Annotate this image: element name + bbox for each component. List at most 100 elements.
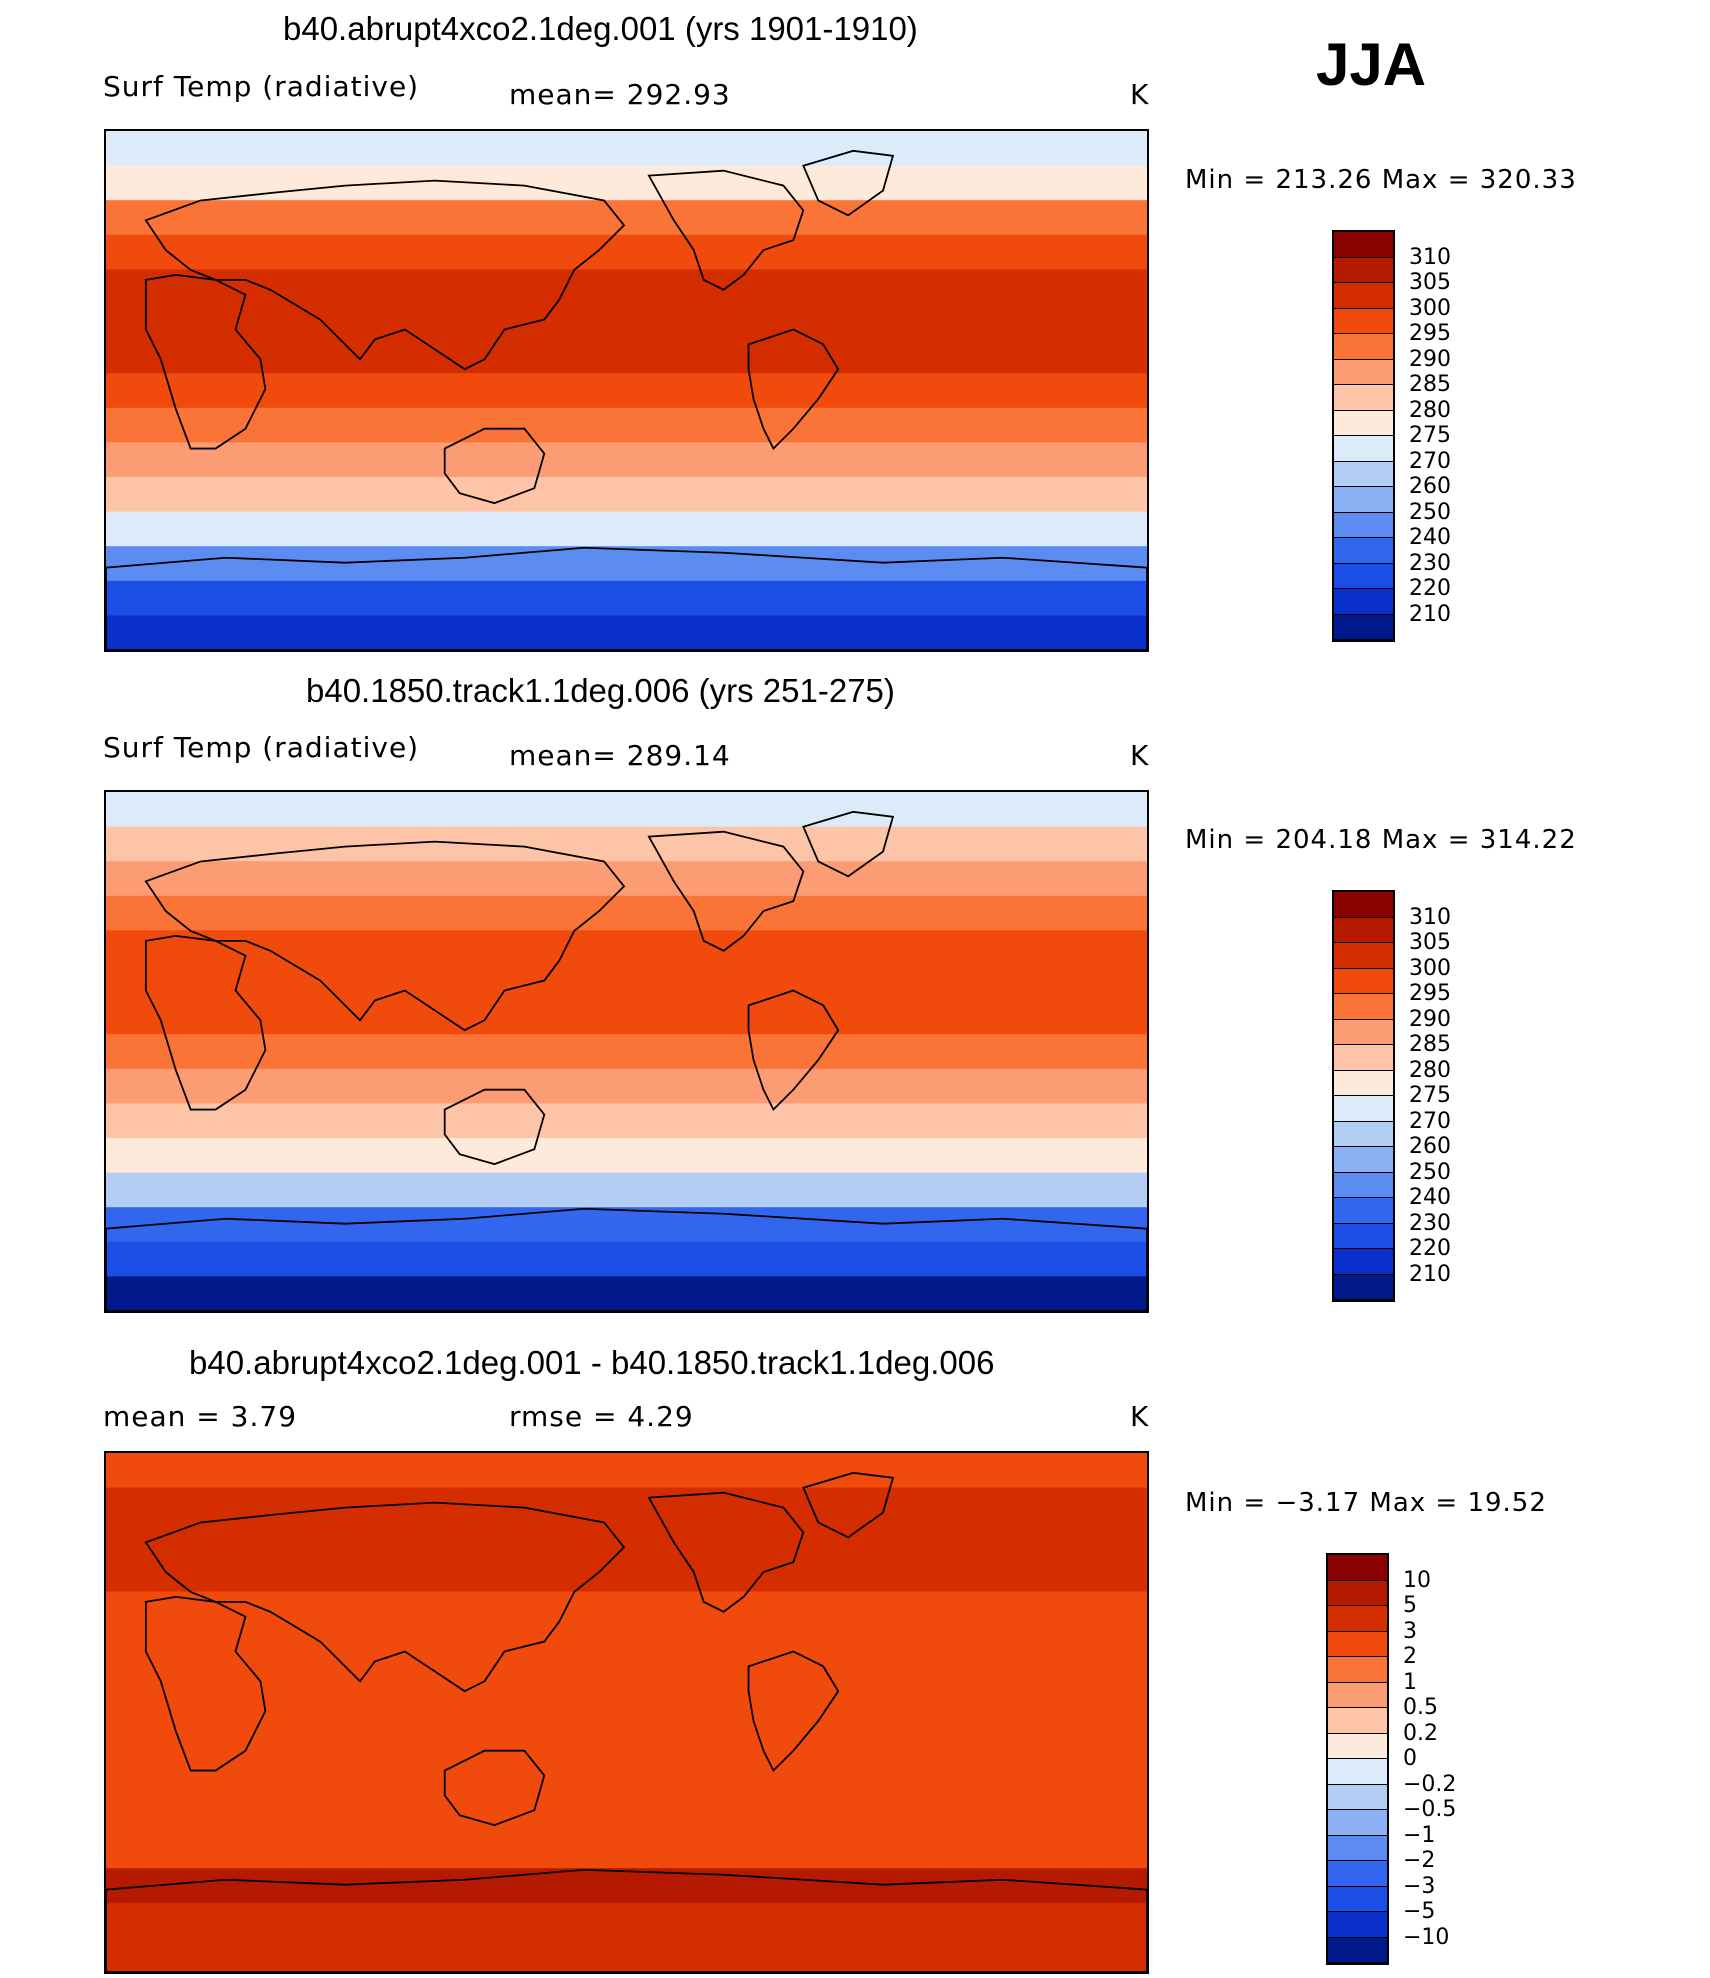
colorbar-box (1334, 1121, 1393, 1147)
colorbar-box (1328, 1580, 1387, 1606)
map-band (106, 1172, 1147, 1209)
colorbar-tick-label: 5 (1403, 1593, 1417, 1618)
colorbar-tick-label: 310 (1409, 244, 1451, 270)
colorbar-box (1334, 283, 1393, 309)
map-band (106, 1068, 1147, 1105)
colorbar-box (1334, 589, 1393, 615)
map-band (106, 477, 1147, 513)
colorbar-box (1334, 968, 1393, 994)
colorbar-tick-label: 260 (1409, 1134, 1451, 1159)
colorbar-tick-label: 275 (1409, 1083, 1451, 1108)
colorbar-box (1334, 1223, 1393, 1249)
map-band (106, 1833, 1147, 1870)
coastline (443, 1749, 546, 1827)
map-band (106, 895, 1147, 932)
map-band (106, 1764, 1147, 1800)
map-band (106, 1207, 1147, 1243)
colorbar-tick-label: 230 (1409, 1210, 1451, 1236)
map-band (106, 442, 1147, 478)
colorbar-tick-label: 250 (1409, 1159, 1451, 1185)
map-band (106, 269, 1147, 305)
panel-2-title: b40.1850.track1.1deg.006 (yrs 251-275) (306, 672, 895, 709)
colorbar-tick-label: −0.5 (1403, 1797, 1457, 1822)
colorbar-box (1334, 410, 1393, 436)
colorbar-box (1334, 892, 1393, 918)
colorbar-box (1334, 436, 1393, 462)
colorbar-box (1334, 512, 1393, 538)
map-band (106, 338, 1147, 375)
map-band (106, 1695, 1147, 1731)
colorbar-box (1334, 461, 1393, 487)
colorbar-tick-label: 220 (1409, 1236, 1451, 1261)
panel-1-mean-label: mean= 292.93 (509, 78, 731, 111)
map-band (106, 1034, 1147, 1070)
map-band (106, 1868, 1147, 1904)
coastline (647, 830, 805, 952)
colorbar-tick-label: 295 (1409, 321, 1451, 346)
panel-2-variable-label: Surf Temp (radiative) (103, 731, 420, 764)
map-band (106, 546, 1147, 582)
map-band (106, 861, 1147, 897)
coastline (106, 1207, 1147, 1311)
map-band (106, 511, 1147, 548)
colorbar-box (1334, 1147, 1393, 1173)
map-band (106, 930, 1147, 966)
colorbar-box (1334, 614, 1393, 640)
colorbar-tick-label: 0 (1403, 1746, 1417, 1771)
colorbar-box (1334, 538, 1393, 564)
coastline (106, 1868, 1147, 1972)
colorbar-box (1334, 943, 1393, 969)
coastline (647, 1491, 805, 1613)
colorbar-tick-label: 3 (1403, 1618, 1417, 1644)
colorbar-box (1334, 257, 1393, 283)
map-canvas (106, 792, 1147, 1311)
colorbar-tick-label: 305 (1409, 930, 1451, 955)
panel-3-rmse-label: rmse = 4.29 (509, 1400, 694, 1433)
map-band (106, 1902, 1147, 1939)
coastline (144, 934, 267, 1111)
panel-3-units-label: K (1130, 1400, 1150, 1433)
colorbar-tick-label: 310 (1409, 904, 1451, 930)
panel-3-mean-label: mean = 3.79 (103, 1400, 298, 1433)
coastline (443, 427, 546, 505)
panel-3-minmax: Min = −3.17 Max = 19.52 (1185, 1488, 1547, 1518)
colorbar-box (1334, 1249, 1393, 1275)
colorbar-box (1334, 385, 1393, 411)
map-band (106, 234, 1147, 271)
map-band (106, 1522, 1147, 1558)
colorbar-box (1328, 1759, 1387, 1785)
map-band (106, 165, 1147, 202)
colorbar-tick-label: 285 (1409, 1032, 1451, 1057)
colorbar-box (1328, 1631, 1387, 1657)
colorbar-box (1328, 1606, 1387, 1632)
panel-3-map (104, 1451, 1149, 1974)
coastline (747, 328, 840, 451)
colorbar-tick-label: 290 (1409, 1006, 1451, 1032)
colorbar-box (1328, 1937, 1387, 1963)
colorbar-box (1334, 994, 1393, 1020)
colorbar-tick-label: 0.5 (1403, 1695, 1438, 1720)
colorbar-box (1328, 1835, 1387, 1861)
colorbar-tick-label: 280 (1409, 1057, 1451, 1083)
map-band (106, 826, 1147, 863)
colorbar-box (1328, 1784, 1387, 1810)
colorbar-tick-label: 250 (1409, 499, 1451, 525)
map-band (106, 1591, 1147, 1627)
colorbar-tick-label: −0.2 (1403, 1771, 1457, 1797)
map-band (106, 965, 1147, 1001)
colorbar-tick-label: 295 (1409, 981, 1451, 1006)
colorbar-box (1334, 1198, 1393, 1224)
colorbar-tick-label: 300 (1409, 295, 1451, 321)
colorbar-tick-label: 300 (1409, 955, 1451, 981)
map-band (106, 615, 1147, 650)
colorbar-tick-label: −5 (1403, 1899, 1436, 1924)
panel-1-units-label: K (1130, 78, 1150, 111)
colorbar-box (1334, 917, 1393, 943)
coastline (747, 989, 840, 1112)
colorbar-box (1334, 359, 1393, 385)
map-canvas (106, 131, 1147, 650)
coastline (802, 149, 895, 217)
map-band (106, 1103, 1147, 1139)
colorbar-tick-label: 210 (1409, 601, 1451, 627)
colorbar-box (1334, 1019, 1393, 1045)
